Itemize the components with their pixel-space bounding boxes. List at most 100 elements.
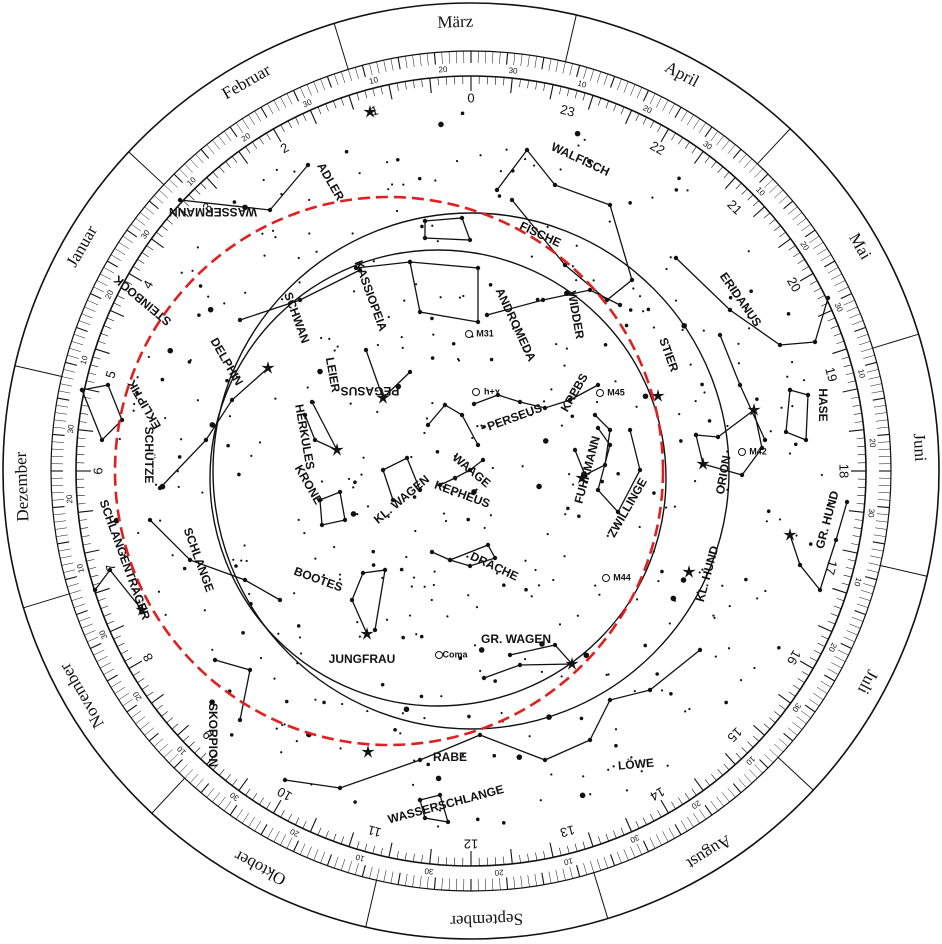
deep-sky-marker: [465, 330, 473, 338]
date-tick: [774, 189, 784, 199]
tick: [212, 763, 219, 771]
date-tick: [78, 616, 91, 622]
star: [458, 656, 463, 660]
date-degree-label: 10: [368, 75, 379, 86]
date-tick: [78, 320, 91, 326]
star: [638, 525, 641, 529]
constellation-star: [382, 567, 388, 573]
date-tick: [320, 851, 326, 864]
tick: [81, 535, 90, 538]
date-degree-label: 10: [576, 79, 588, 90]
star: [414, 529, 417, 533]
constellation-star: [417, 757, 423, 763]
tick: [574, 843, 578, 852]
date-tick: [61, 562, 74, 566]
star: [295, 739, 298, 743]
tick: [830, 325, 839, 329]
star: [563, 555, 566, 558]
date-tick: [649, 93, 656, 105]
star: [493, 679, 497, 683]
date-tick: [57, 541, 70, 545]
star: [652, 550, 655, 553]
date-tick: [218, 135, 226, 146]
constellation-label: ADLER: [314, 160, 347, 203]
date-tick: [148, 732, 159, 742]
star: [530, 595, 533, 598]
constellation-star: [297, 297, 303, 303]
star: [399, 732, 402, 735]
star: [438, 809, 442, 812]
tick: [605, 833, 609, 842]
constellation-lines: [79, 147, 850, 825]
star: [587, 160, 592, 164]
tick: [788, 691, 796, 697]
date-tick: [873, 534, 886, 537]
star: [780, 406, 783, 409]
date-tick: [831, 662, 842, 669]
constellation-star: [595, 382, 601, 388]
star: [552, 578, 555, 582]
star: [728, 604, 731, 608]
date-tick: [513, 876, 516, 889]
date-tick: [764, 179, 774, 188]
star: [352, 290, 356, 293]
tick: [95, 587, 110, 594]
constellation-star: [552, 182, 558, 188]
star: [628, 201, 632, 205]
date-tick: [60, 555, 72, 559]
constellation-star: [582, 472, 588, 478]
star: [540, 670, 543, 673]
date-tick: [51, 448, 64, 450]
date-tick: [293, 90, 300, 102]
star: [546, 225, 549, 229]
date-tick: [313, 849, 319, 861]
star: [532, 164, 536, 167]
date-tick: [596, 71, 602, 84]
star: [228, 415, 232, 418]
tick: [259, 797, 264, 805]
tick: [146, 691, 154, 697]
star: [473, 644, 477, 647]
tick: [156, 704, 163, 711]
star: [209, 699, 215, 705]
star: [612, 765, 615, 768]
star: [753, 666, 756, 670]
constellation-star: [267, 207, 273, 213]
star: [614, 524, 618, 527]
constellation-label: FUHRMANN: [571, 434, 602, 505]
date-tick: [254, 110, 262, 122]
star: [341, 702, 344, 706]
star: [747, 250, 750, 253]
date-tick: [610, 854, 616, 866]
star: [360, 473, 363, 476]
tick: [650, 120, 655, 129]
date-tick: [809, 235, 820, 244]
star: [802, 379, 806, 382]
star: [245, 559, 248, 563]
constellation-label: DRACHE: [468, 549, 520, 583]
constellation-label: PERSEUS: [485, 401, 544, 434]
star: [280, 751, 283, 754]
date-tick: [831, 273, 842, 280]
constellation-star: [607, 442, 613, 448]
star: [628, 308, 633, 312]
star: [390, 183, 394, 186]
star: [726, 450, 729, 453]
date-tick: [96, 656, 108, 662]
date-tick: [65, 576, 78, 581]
date-tick: [131, 710, 142, 719]
date-tick: [851, 320, 864, 326]
star: [643, 643, 648, 648]
tick: [752, 200, 760, 207]
date-tick: [100, 662, 111, 669]
hour-label: 23: [559, 102, 577, 120]
date-tick: [668, 827, 675, 839]
date-tick: [212, 139, 221, 150]
date-degree-label: 10: [856, 368, 867, 379]
date-degree-label: 10: [852, 576, 863, 588]
date-tick: [623, 81, 629, 93]
star: [471, 436, 474, 440]
date-degree-label: 20: [131, 689, 144, 702]
date-tick: [390, 58, 394, 71]
tick: [845, 566, 854, 570]
